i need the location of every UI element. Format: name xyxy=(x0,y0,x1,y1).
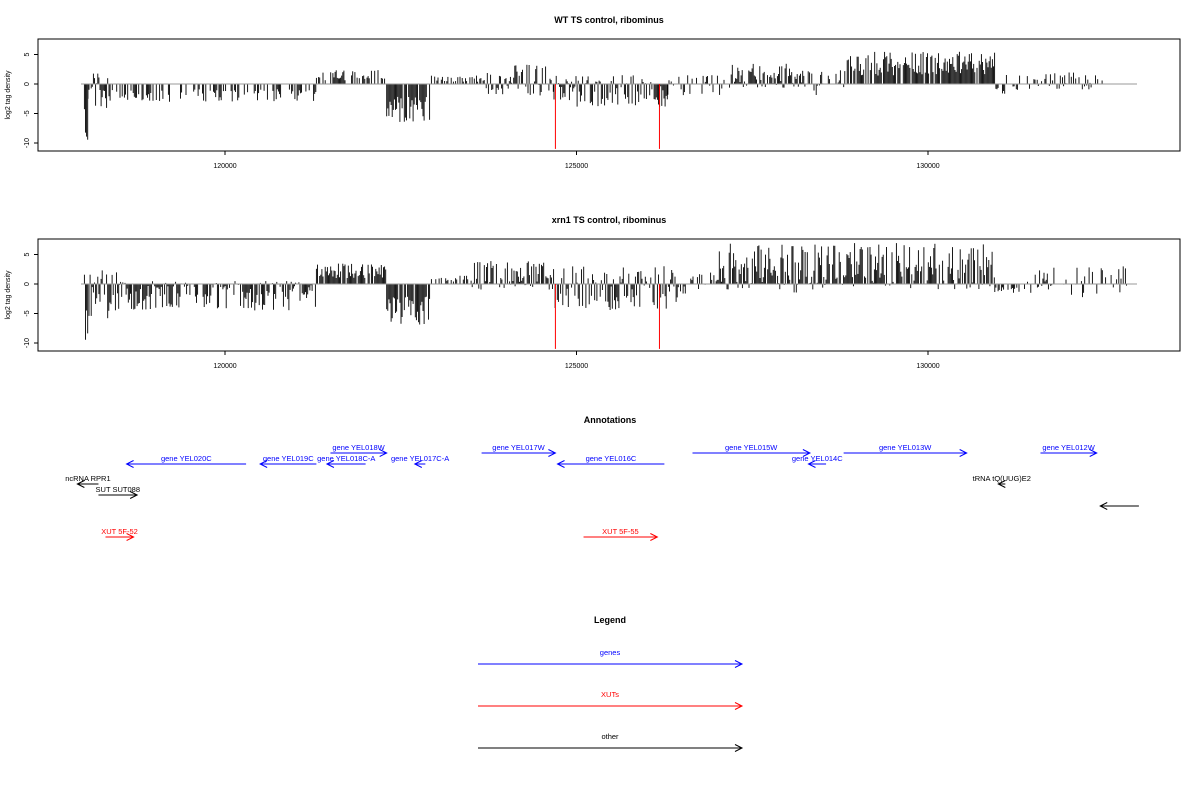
annotation-feature: gene YEL016C xyxy=(556,454,665,468)
feature-arrowhead xyxy=(997,480,1006,488)
x-tick-label: 125000 xyxy=(565,163,588,170)
legend-entry: XUTs xyxy=(478,690,744,710)
y-axis: -10 -5 0 5 xyxy=(24,52,39,148)
legend-title: Legend xyxy=(594,615,626,625)
annotations-panel: Annotations gene YEL020C gene YEL019Cgene… xyxy=(65,415,1139,541)
feature-arrowhead xyxy=(413,460,423,468)
feature-label: gene YEL018W xyxy=(332,443,385,452)
y-tick-label: -10 xyxy=(24,138,31,148)
x-tick-label: 130000 xyxy=(916,163,939,170)
annotation-feature: gene YEL017W xyxy=(481,443,557,457)
panel-title: WT TS control, ribominus xyxy=(554,15,664,25)
x-tick-label: 125000 xyxy=(565,363,588,370)
density-bars xyxy=(83,243,1127,340)
legend-label: other xyxy=(601,732,619,741)
density-bars xyxy=(83,51,1103,140)
feature-label: gene YEL017W xyxy=(492,443,545,452)
annotation-feature: XUT 5F-55 xyxy=(583,527,659,541)
y-tick-label: 0 xyxy=(24,282,31,286)
y-tick-label: 0 xyxy=(24,82,31,86)
feature-arrowhead xyxy=(807,460,816,468)
x-tick-label: 120000 xyxy=(213,363,236,370)
legend-arrowhead xyxy=(734,744,744,752)
feature-arrowhead xyxy=(548,449,557,457)
annotations-title: Annotations xyxy=(584,415,637,425)
annotation-feature: gene YEL014C xyxy=(792,454,843,468)
feature-arrowhead xyxy=(650,533,659,541)
legend-arrowhead xyxy=(734,660,744,668)
y-axis-label: log2 tag density xyxy=(5,270,12,320)
feature-label: gene YEL016C xyxy=(586,454,637,463)
y-tick-label: 5 xyxy=(24,52,31,56)
feature-label: XUT 5F-52 xyxy=(101,527,138,536)
panel-title: xrn1 TS control, ribominus xyxy=(552,215,667,225)
feature-label: gene YEL018C-A xyxy=(317,454,375,463)
y-axis: -10 -5 0 5 xyxy=(24,252,39,348)
x-tick-label: 130000 xyxy=(916,363,939,370)
legend-panel: Legend genes XUTs other xyxy=(478,615,744,752)
legend-entries: genes XUTs other xyxy=(478,648,744,752)
feature-arrowhead xyxy=(125,460,134,468)
legend-entry: genes xyxy=(478,648,744,668)
feature-arrowhead xyxy=(76,480,85,488)
annotation-features: gene YEL020C gene YEL019C gene YEL018W gene… xyxy=(65,443,1139,541)
annotation-feature: tRNA tQ(UUG)E2 xyxy=(973,474,1031,488)
x-tick-label: 120000 xyxy=(213,163,236,170)
legend-label: genes xyxy=(600,648,621,657)
feature-label: XUT 5F-55 xyxy=(602,527,639,536)
feature-label: gene YEL013W xyxy=(879,443,932,452)
y-tick-label: 5 xyxy=(24,252,31,256)
annotation-feature: ncRNA RPR1 xyxy=(65,474,111,488)
red-markers xyxy=(554,284,660,349)
annotation-feature: gene YEL020C xyxy=(125,454,247,468)
feature-arrowhead xyxy=(129,491,139,499)
feature-label: gene YEL014C xyxy=(792,454,843,463)
annotation-feature: gene YEL017C-A xyxy=(391,454,449,468)
legend-label: XUTs xyxy=(601,690,619,699)
annotation-feature: SUT SUT088 xyxy=(96,485,140,499)
feature-label: tRNA tQ(UUG)E2 xyxy=(973,474,1031,483)
annotation-feature: gene YEL012W xyxy=(1040,443,1098,457)
feature-arrowhead xyxy=(1089,449,1098,457)
annotation-feature: gene YEL015W xyxy=(692,443,812,457)
feature-label: gene YEL015W xyxy=(725,443,778,452)
feature-arrowhead xyxy=(379,449,388,457)
feature-label: gene YEL012W xyxy=(1042,443,1095,452)
feature-label: gene YEL020C xyxy=(161,454,212,463)
x-axis: 120000 125000 130000 xyxy=(213,350,940,370)
annotation-feature: gene YEL018W xyxy=(330,443,388,457)
y-tick-label: -10 xyxy=(24,338,31,348)
y-tick-label: -5 xyxy=(24,310,31,316)
feature-label: SUT SUT088 xyxy=(96,485,140,494)
feature-label: gene YEL019C xyxy=(263,454,314,463)
annotation-feature: XUT 5F-52 xyxy=(101,527,138,541)
feature-arrowhead xyxy=(126,533,135,541)
annotation-feature: gene YEL013W xyxy=(843,443,968,457)
panel-wt: WT TS control, ribominus log2 tag densit… xyxy=(5,15,1181,170)
legend-entry: other xyxy=(478,732,744,752)
y-axis-label: log2 tag density xyxy=(5,70,12,120)
feature-arrowhead xyxy=(259,460,268,468)
feature-arrowhead xyxy=(556,460,565,468)
annotation-feature xyxy=(1099,502,1139,510)
feature-arrowhead xyxy=(959,449,968,457)
feature-label: gene YEL017C-A xyxy=(391,454,449,463)
feature-arrowhead xyxy=(325,460,335,468)
feature-arrowhead xyxy=(1099,502,1108,510)
annotation-feature: gene YEL018C-A xyxy=(317,454,375,468)
legend-arrowhead xyxy=(734,702,744,710)
x-axis: 120000 125000 130000 xyxy=(213,150,940,170)
y-tick-label: -5 xyxy=(24,110,31,116)
feature-label: ncRNA RPR1 xyxy=(65,474,110,483)
feature-arrowhead xyxy=(802,449,812,457)
annotation-feature: gene YEL019C xyxy=(259,454,317,468)
red-markers xyxy=(554,84,660,149)
panel-xrn1: xrn1 TS control, ribominus log2 tag dens… xyxy=(5,215,1181,370)
